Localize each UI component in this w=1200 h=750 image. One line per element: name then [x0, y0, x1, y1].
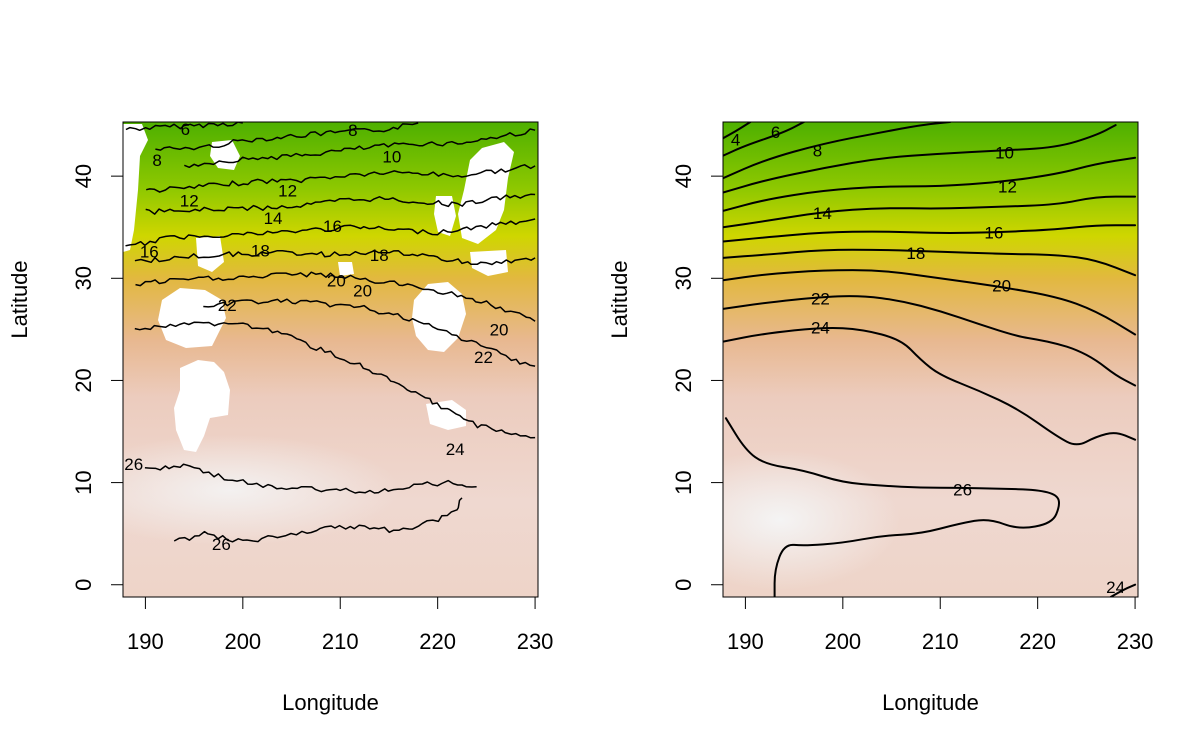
contour-label: 8 [813, 142, 822, 161]
contour-label: 26 [953, 481, 972, 500]
contour-label: 10 [382, 148, 401, 167]
contour-line-22 [723, 295, 1137, 387]
contour-line-6 [125, 122, 243, 132]
x-tick-label: 210 [922, 629, 959, 654]
contour-label: 16 [323, 217, 342, 236]
contour-label: 26 [124, 455, 143, 474]
x-tick-label: 230 [1117, 629, 1154, 654]
contour-label: 12 [998, 177, 1017, 196]
contour-line-18 [723, 248, 1137, 277]
y-tick-label: 30 [71, 266, 96, 290]
contour-label: 20 [490, 320, 509, 339]
contour-label: 18 [251, 242, 270, 261]
contour-label: 14 [264, 209, 283, 228]
y-tick-label: 20 [671, 368, 696, 392]
y-tick-label: 10 [671, 470, 696, 494]
contour-label: 16 [984, 223, 1003, 242]
y-tick-label: 20 [71, 368, 96, 392]
contour-label: 24 [446, 440, 465, 459]
contour-label: 10 [995, 144, 1014, 163]
contour-label: 20 [353, 282, 372, 301]
contour-label: 18 [370, 246, 389, 265]
y-axis-title: Latitude [7, 260, 32, 338]
contour-label: 22 [474, 348, 493, 367]
contour-label: 24 [811, 318, 830, 337]
contour-label: 12 [278, 181, 297, 200]
x-tick-label: 220 [419, 629, 456, 654]
contour-label: 6 [771, 123, 780, 142]
contour-label: 6 [181, 120, 190, 139]
contour-line-16 [125, 218, 536, 247]
contour-label: 20 [327, 271, 346, 290]
x-tick-label: 210 [322, 629, 359, 654]
contour-label: 26 [212, 535, 231, 554]
contour-label: 22 [218, 296, 237, 315]
x-tick-label: 190 [727, 629, 764, 654]
contour-label: 24 [1106, 578, 1125, 597]
contour-line-12 [146, 164, 536, 193]
contour-line-20 [723, 269, 1137, 336]
contour-label: 16 [140, 243, 159, 262]
y-tick-label: 40 [71, 164, 96, 188]
contour-label: 20 [992, 276, 1011, 295]
contour-line-26 [173, 497, 463, 543]
contour-line-24 [723, 327, 1137, 446]
missing-data-patches [123, 124, 514, 452]
y-tick-label: 0 [71, 579, 96, 591]
y-tick-label: 30 [671, 266, 696, 290]
y-tick-label: 10 [71, 470, 96, 494]
contour-label: 18 [906, 244, 925, 263]
contour-line-12 [723, 156, 1137, 212]
contour-line-18 [134, 249, 536, 266]
contour-line-14 [145, 193, 536, 215]
contour-line-6 [723, 122, 805, 157]
contour-label: 12 [180, 192, 199, 211]
contour-line-10 [184, 128, 536, 169]
x-tick-label: 200 [824, 629, 861, 654]
contour-line-22 [203, 298, 536, 367]
contour-label: 14 [813, 204, 832, 223]
contour-line-14 [723, 195, 1137, 229]
contour-line-26 [724, 417, 1061, 597]
contour-line-10 [723, 124, 1117, 194]
warm-pool-region [723, 450, 900, 590]
y-tick-label: 40 [671, 164, 696, 188]
contour-line-20 [135, 271, 536, 322]
x-tick-label: 220 [1019, 629, 1056, 654]
contour-line-26 [144, 463, 477, 494]
contour-label: 8 [348, 121, 357, 140]
contour-line-24 [134, 321, 536, 439]
contour-label: 4 [731, 130, 740, 149]
contour-line-4 [723, 122, 752, 140]
contour-label: 8 [152, 151, 161, 170]
x-axis-title: Longitude [882, 690, 979, 715]
x-axis-title: Longitude [282, 690, 379, 715]
warm-pool-region [123, 435, 400, 545]
y-tick-label: 0 [671, 579, 696, 591]
contour-label: 22 [811, 290, 830, 309]
contour-line-8 [723, 122, 951, 180]
x-tick-label: 190 [127, 629, 164, 654]
panel-observed: 6 8 8 10 12 12 14 16 16 18 18 20 20 22 22 20 24 26 26 190 2… [7, 120, 554, 715]
y-axis-title: Latitude [607, 260, 632, 338]
contour-line-16 [723, 224, 1137, 243]
contour-line-8 [155, 122, 419, 151]
x-tick-label: 230 [517, 629, 554, 654]
panel-smoothed: 4 6 8 10 12 14 16 18 20 22 24 26 24 190 200 210 220 230 0… [607, 121, 1154, 715]
x-tick-label: 200 [224, 629, 261, 654]
